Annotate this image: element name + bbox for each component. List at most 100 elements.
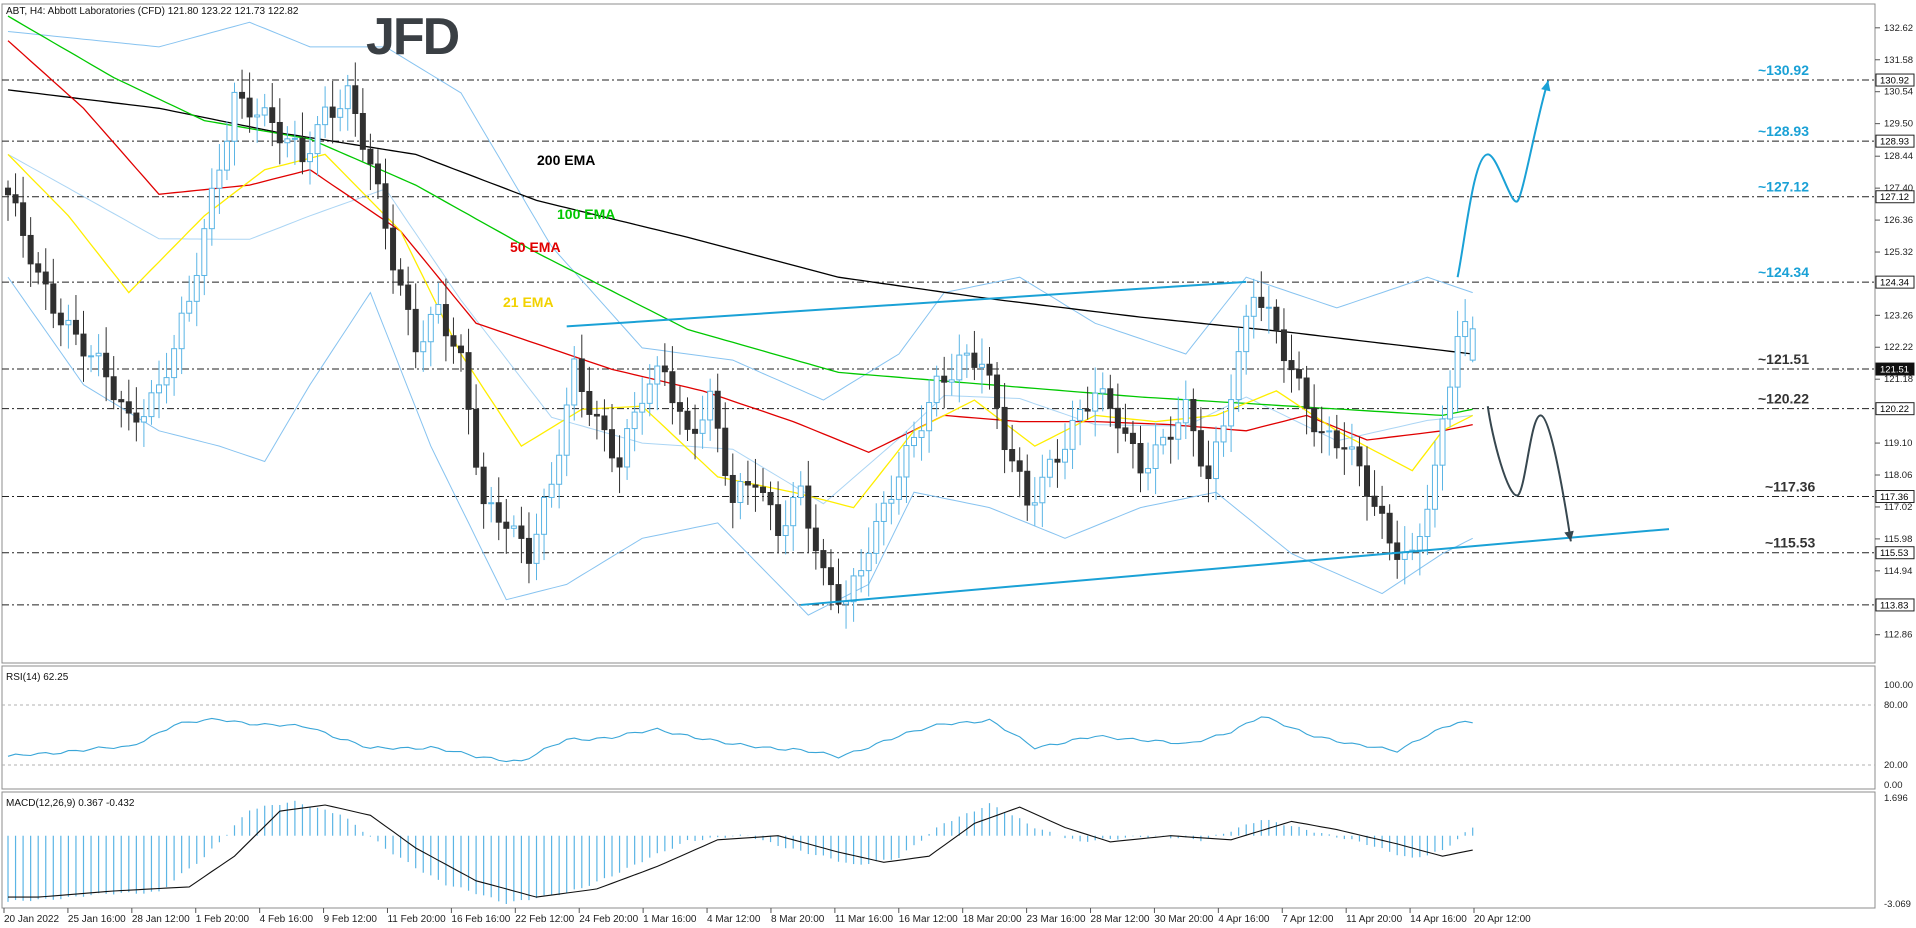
candle-body <box>314 124 321 155</box>
candle-body <box>729 474 736 503</box>
price-tick-label: 128.44 <box>1884 151 1913 162</box>
candle-body <box>1024 470 1031 506</box>
level-axis-box <box>1875 73 1915 87</box>
level-axis-label: 130.92 <box>1880 76 1909 87</box>
level-axis-label: 117.36 <box>1880 492 1908 503</box>
candle-body <box>518 525 525 539</box>
candle-body <box>1145 467 1152 474</box>
candle-body <box>737 481 744 503</box>
level-label: ~130.92 <box>1758 62 1809 78</box>
time-tick-label: 11 Feb 20:00 <box>387 914 446 925</box>
candle-body <box>103 352 110 378</box>
candle-body <box>888 498 895 504</box>
candle-body <box>307 153 313 163</box>
projection-up-path <box>1456 80 1550 278</box>
candle-body <box>435 304 442 315</box>
candle-body <box>450 335 457 347</box>
candle-body <box>1371 495 1378 507</box>
candle-body <box>27 234 34 265</box>
candle-body <box>367 148 374 165</box>
candle-body <box>858 570 865 577</box>
time-tick-label: 7 Apr 12:00 <box>1282 914 1334 925</box>
price-tick-label: 119.10 <box>1884 438 1912 449</box>
price-tick-label: 125.32 <box>1884 247 1913 258</box>
candle-body <box>609 429 615 459</box>
candle-body <box>140 416 147 423</box>
candle-body <box>586 390 593 415</box>
macd-tick-label: -3.069 <box>1884 899 1911 910</box>
candle-body <box>1364 465 1370 497</box>
candle-body <box>374 163 381 185</box>
candle-body <box>442 304 449 337</box>
candlesticks <box>5 62 1476 629</box>
candle-body <box>918 430 925 438</box>
candle-body <box>148 392 155 418</box>
candle-body <box>1228 399 1235 427</box>
candle-body <box>254 114 261 118</box>
candle-body <box>1190 398 1197 432</box>
candle-body <box>1213 441 1219 480</box>
candle-body <box>563 404 570 456</box>
time-tick-label: 16 Feb 16:00 <box>451 914 510 925</box>
trendline <box>800 528 1670 606</box>
level-axis-label: 124.34 <box>1880 278 1909 289</box>
candle-body <box>88 355 95 358</box>
candle-body <box>971 352 978 368</box>
candle-body <box>352 85 359 114</box>
candle-body <box>978 363 985 368</box>
candle-body <box>495 502 502 523</box>
candle-body <box>1031 502 1038 506</box>
time-tick-label: 1 Feb 20:00 <box>196 914 250 925</box>
bb-upper-line <box>7 21 1473 401</box>
candle-body <box>805 485 812 529</box>
candle-body <box>1311 407 1318 433</box>
candle-body <box>156 384 162 394</box>
candle-body <box>646 383 653 404</box>
time-tick-label: 9 Feb 12:00 <box>324 914 378 925</box>
candle-body <box>533 533 540 564</box>
bb-lower-line <box>7 276 1473 616</box>
candle-body <box>1250 296 1257 317</box>
candle-body <box>1160 436 1167 446</box>
candle-body <box>405 284 412 310</box>
candle-body <box>473 408 480 468</box>
time-tick-label: 11 Mar 16:00 <box>835 914 894 925</box>
candle-body <box>994 374 1001 408</box>
candle-body <box>1016 460 1023 472</box>
candle-body <box>593 413 600 417</box>
macd-indicator <box>7 800 1474 905</box>
support-resistance-levels: ~130.92 ~128.93 ~127.12 ~124.34 ~121.51 ~120.… <box>2 62 1875 606</box>
rsi-indicator <box>2 704 1875 766</box>
candle-body <box>57 312 64 326</box>
candle-body <box>510 525 517 529</box>
candle-body <box>926 402 933 432</box>
level-axis-label: 128.93 <box>1880 137 1909 148</box>
rsi-line <box>7 716 1473 763</box>
price-tick-label: 115.98 <box>1884 534 1912 545</box>
level-label: ~115.53 <box>1765 535 1815 551</box>
candle-body <box>20 202 27 236</box>
level-axis-box <box>1875 598 1915 612</box>
price-tick-label: 114.94 <box>1884 566 1912 577</box>
candle-body <box>1431 464 1438 510</box>
candle-body <box>1243 315 1250 353</box>
time-tick-label: 4 Feb 16:00 <box>260 914 314 925</box>
candle-body <box>669 371 676 404</box>
candle-body <box>329 106 336 118</box>
time-tick-label: 20 Apr 12:00 <box>1474 914 1531 925</box>
candle-body <box>548 483 555 498</box>
price-tick-label: 122.22 <box>1884 342 1913 353</box>
last-price-box <box>1876 363 1914 376</box>
time-tick-label: 22 Feb 12:00 <box>515 914 574 925</box>
candle-body <box>1062 448 1068 463</box>
candle-body <box>480 466 487 505</box>
candle-body <box>775 504 782 536</box>
candle-body <box>1137 443 1144 474</box>
candle-body <box>760 486 766 493</box>
candle-body <box>1107 388 1114 409</box>
candle-body <box>284 138 291 144</box>
candle-body <box>941 375 948 383</box>
candle-body <box>1069 419 1076 450</box>
candle-body <box>1265 306 1272 309</box>
